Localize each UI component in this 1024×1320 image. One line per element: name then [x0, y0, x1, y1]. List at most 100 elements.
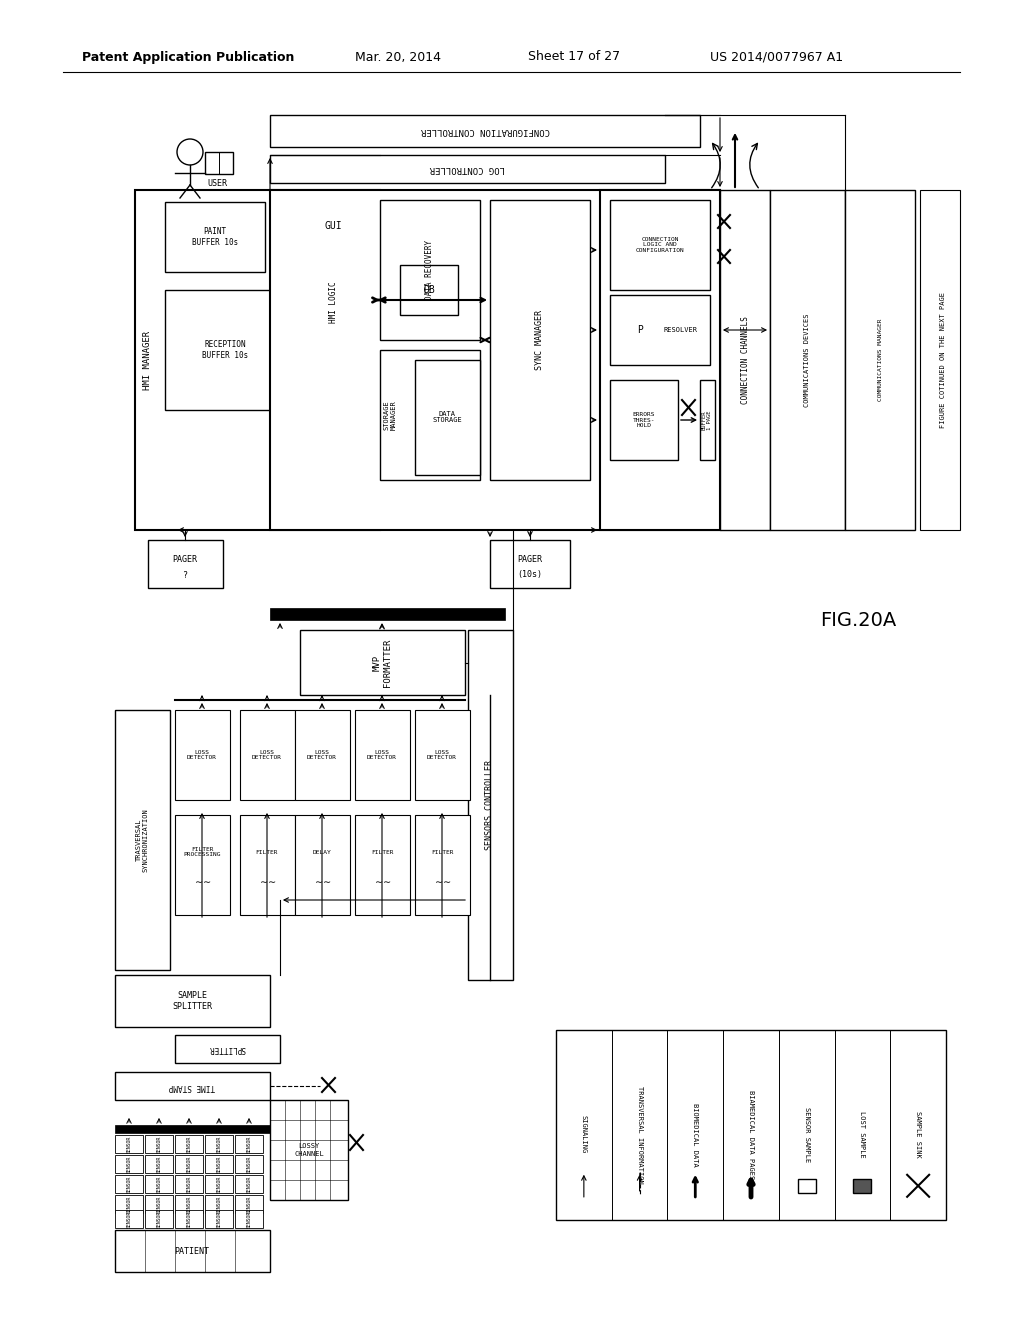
Bar	[770, 190, 845, 531]
Bar	[175, 1035, 280, 1063]
Text: $\sim\!\!\!\sim$: $\sim\!\!\!\sim$	[433, 875, 452, 884]
Text: LOSSY
CHANNEL: LOSSY CHANNEL	[294, 1143, 324, 1156]
Text: LOSS
DETECTOR: LOSS DETECTOR	[307, 750, 337, 760]
Text: Sheet 17 of 27: Sheet 17 of 27	[528, 50, 621, 63]
Bar	[115, 975, 270, 1027]
Text: DELAY: DELAY	[312, 850, 332, 854]
Bar	[145, 1135, 173, 1152]
Bar	[240, 814, 295, 915]
Bar	[205, 1155, 233, 1173]
Bar	[145, 1210, 173, 1228]
Bar	[234, 1210, 263, 1228]
Text: SENSOR: SENSOR	[216, 1155, 221, 1172]
Bar	[145, 1155, 173, 1173]
Text: SENSOR: SENSOR	[157, 1210, 162, 1228]
Text: CONNECTION
LOGIC AND
CONFIGURATION: CONNECTION LOGIC AND CONFIGURATION	[636, 236, 684, 253]
Bar	[292, 260, 374, 345]
Text: SENSOR: SENSOR	[186, 1155, 191, 1172]
Text: SENSOR: SENSOR	[216, 1210, 221, 1228]
Bar	[145, 1195, 173, 1213]
Bar	[205, 1135, 233, 1152]
Text: SENSOR: SENSOR	[127, 1196, 131, 1213]
Text: HMI MANAGER: HMI MANAGER	[143, 330, 153, 389]
Bar	[355, 710, 410, 800]
Bar	[165, 290, 285, 411]
Text: SENSOR: SENSOR	[247, 1196, 252, 1213]
Text: SENSOR: SENSOR	[216, 1196, 221, 1213]
Text: US 2014/0077967 A1: US 2014/0077967 A1	[710, 50, 843, 63]
Text: GUI: GUI	[325, 220, 342, 231]
Text: SPLITTER: SPLITTER	[209, 1044, 246, 1053]
Text: LOSS
DETECTOR: LOSS DETECTOR	[427, 750, 457, 760]
Bar	[845, 190, 915, 531]
Bar	[234, 1155, 263, 1173]
Bar	[270, 154, 665, 183]
Text: DATA
STORAGE: DATA STORAGE	[432, 411, 462, 424]
Text: BUFFER
1 PAGE: BUFFER 1 PAGE	[701, 411, 713, 430]
Bar	[135, 190, 380, 531]
Bar	[380, 350, 480, 480]
Bar	[115, 1230, 270, 1272]
Bar	[115, 1210, 143, 1228]
Bar	[115, 1195, 143, 1213]
Text: LOSS
DETECTOR: LOSS DETECTOR	[367, 750, 397, 760]
Bar	[270, 190, 720, 531]
Text: FILTER: FILTER	[371, 850, 393, 854]
Bar	[295, 710, 350, 800]
Text: MVP
FORMATTER: MVP FORMATTER	[373, 639, 392, 688]
Bar	[355, 814, 410, 915]
Text: SAMPLE SINK: SAMPLE SINK	[915, 1111, 922, 1158]
Text: COMMUNICATIONS DEVICES: COMMUNICATIONS DEVICES	[804, 313, 810, 407]
Bar	[234, 1175, 263, 1193]
Bar	[175, 1210, 203, 1228]
Bar	[115, 710, 170, 970]
Text: SENSOR: SENSOR	[247, 1175, 252, 1193]
Text: RECEPTION
BUFFER 10s: RECEPTION BUFFER 10s	[202, 341, 248, 360]
Text: SENSOR: SENSOR	[247, 1135, 252, 1152]
Bar	[600, 190, 720, 531]
Text: SENSORS CONTROLLER: SENSORS CONTROLLER	[485, 760, 495, 850]
Bar	[234, 1195, 263, 1213]
Text: P: P	[637, 325, 643, 335]
Text: SENSOR: SENSOR	[157, 1135, 162, 1152]
Bar	[300, 630, 465, 696]
Text: CONFIGURATION CONTROLLER: CONFIGURATION CONTROLLER	[421, 127, 550, 136]
Text: SENSOR: SENSOR	[186, 1196, 191, 1213]
Text: LOST SAMPLE: LOST SAMPLE	[859, 1111, 865, 1158]
Bar	[175, 1195, 203, 1213]
Bar	[468, 630, 513, 979]
Text: $\sim\!\!\!\sim$: $\sim\!\!\!\sim$	[373, 875, 391, 884]
Bar	[415, 814, 470, 915]
Bar	[556, 1030, 946, 1220]
Bar	[270, 609, 505, 620]
Text: FILTER: FILTER	[431, 850, 454, 854]
Bar	[415, 710, 470, 800]
Text: COMMUNICATIONS MANAGER: COMMUNICATIONS MANAGER	[878, 318, 883, 401]
Text: SENSOR: SENSOR	[127, 1175, 131, 1193]
Text: SAMPLE
SPLITTER: SAMPLE SPLITTER	[172, 991, 212, 1011]
Text: TIME STAMP: TIME STAMP	[169, 1081, 215, 1090]
Text: STORAGE
MANAGER: STORAGE MANAGER	[384, 400, 396, 430]
Bar	[270, 1100, 348, 1200]
Text: TRANSVERSAL INFORMATION: TRANSVERSAL INFORMATION	[637, 1085, 643, 1183]
Bar	[240, 710, 295, 800]
Text: DB: DB	[423, 285, 435, 294]
Text: SENSOR: SENSOR	[186, 1175, 191, 1193]
Text: $\sim\!\!\!\sim$: $\sim\!\!\!\sim$	[193, 875, 211, 884]
Bar	[610, 380, 678, 459]
Text: TRASVERSAL
SYNCHRONIZATION: TRASVERSAL SYNCHRONIZATION	[135, 808, 148, 873]
Bar	[115, 1072, 270, 1100]
Bar	[145, 1175, 173, 1193]
Bar	[115, 1125, 270, 1133]
Bar	[920, 190, 961, 531]
Bar	[115, 1175, 143, 1193]
Text: $\sim\!\!\!\sim$: $\sim\!\!\!\sim$	[313, 875, 331, 884]
Bar	[205, 1210, 233, 1228]
Text: SENSOR: SENSOR	[247, 1155, 252, 1172]
Text: SENSOR: SENSOR	[157, 1155, 162, 1172]
Text: PATIENT: PATIENT	[174, 1246, 210, 1255]
Text: SYNC MANAGER: SYNC MANAGER	[536, 310, 545, 370]
Text: SENSOR: SENSOR	[157, 1196, 162, 1213]
Text: ?: ?	[182, 570, 187, 579]
Bar	[234, 1135, 263, 1152]
